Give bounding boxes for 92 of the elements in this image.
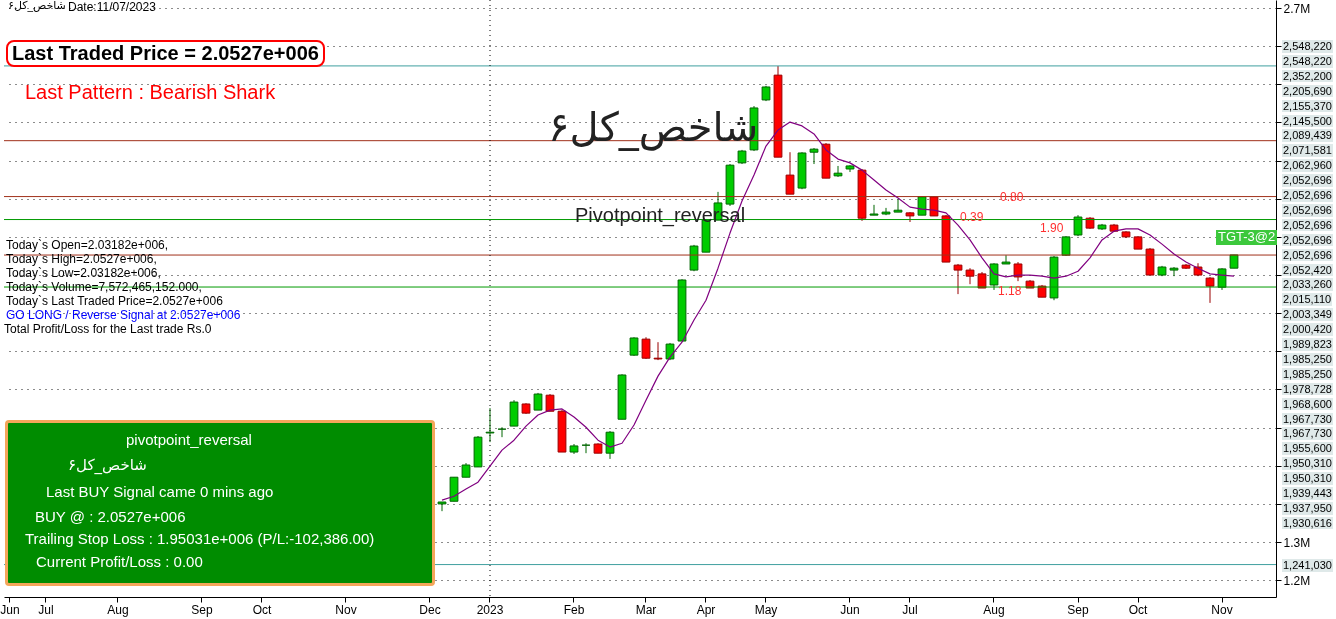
annotation: Last Pattern : Bearish Shark — [25, 81, 276, 104]
x-tick-label: Nov — [1211, 602, 1233, 617]
candlestick — [605, 430, 615, 460]
annotation: 1.90 — [1040, 221, 1064, 236]
annotation: BUY @ : 2.0527e+006 — [35, 508, 186, 526]
annotation: 1.18 — [998, 284, 1022, 299]
text: 1,985,250 — [1282, 352, 1333, 366]
text: 1,930,616 — [1282, 516, 1333, 530]
text: 2,052,696 — [1282, 233, 1333, 247]
chart-title: شاخص_کل۶ — [8, 0, 66, 13]
x-tick-label: Mar — [635, 602, 657, 617]
x-tick-label: Jun — [0, 602, 20, 617]
text: 2,052,696 — [1282, 248, 1333, 262]
text: 1,968,600 — [1282, 397, 1333, 411]
text: 2,003,349 — [1282, 308, 1333, 321]
y-tick-label: 1.3M — [1283, 535, 1311, 550]
candlestick — [485, 407, 495, 443]
candlestick — [437, 501, 447, 512]
x-tick-label: Nov — [335, 602, 357, 617]
annotation: Today`s Volume=7,572,465,152.000, — [6, 280, 202, 295]
text: 2,015,110 — [1282, 293, 1333, 306]
x-tick-label: Sep — [1067, 602, 1089, 617]
x-tick-label: 2023 — [476, 602, 504, 617]
annotation: Today`s Open=2.03182e+006, — [6, 238, 169, 253]
x-tick-label: Jul — [38, 602, 54, 617]
x-tick-label: Dec — [419, 602, 441, 617]
text: 1,955,600 — [1282, 442, 1333, 455]
annotation: Trailing Stop Loss : 1.95031e+006 (P/L:-102,386.00) — [25, 530, 375, 548]
x-tick-label: Jul — [902, 602, 918, 617]
text: 2,062,960 — [1282, 159, 1333, 172]
candlestick — [629, 336, 639, 357]
candlestick — [953, 263, 963, 295]
annotation: Today`s Low=2.03182e+006, — [6, 266, 161, 281]
x-tick-label: Sep — [191, 602, 213, 617]
text: 2,071,581 — [1282, 144, 1333, 157]
annotation: Current Profit/Loss : 0.00 — [36, 553, 203, 571]
candlestick — [641, 336, 651, 360]
text: 2,000,420 — [1282, 323, 1333, 336]
text: 1,939,443 — [1282, 487, 1333, 500]
text: 1,978,728 — [1282, 382, 1333, 396]
text: 2,548,220 — [1282, 54, 1333, 68]
x-tick-label: Oct — [252, 602, 272, 617]
annotation: Last Traded Price = 2.0527e+006 — [6, 40, 325, 67]
text: 1,967,730 — [1282, 427, 1333, 441]
candlestick — [965, 267, 975, 285]
text: 1,950,310 — [1282, 472, 1333, 485]
x-tick-label: May — [754, 602, 778, 617]
candlestick — [1169, 266, 1179, 277]
text: 2,089,439 — [1282, 129, 1333, 143]
annotation: Today`s Last Traded Price=2.0527e+006 — [6, 294, 223, 309]
text: 2,052,696 — [1282, 203, 1333, 217]
text: 1,950,310 — [1282, 457, 1333, 470]
text: 2,052,420 — [1282, 263, 1333, 277]
text: 1,967,730 — [1282, 412, 1333, 426]
text: 2,352,200 — [1282, 69, 1333, 83]
candlestick — [1001, 254, 1011, 265]
text: 2,548,220 — [1282, 40, 1333, 53]
text: 2,052,696 — [1282, 174, 1333, 187]
annotation: Total Profit/Loss for the Last trade Rs.0 — [4, 322, 212, 337]
annotation: شاخص_کل۶ — [68, 456, 147, 475]
text: 1,989,823 — [1282, 338, 1333, 351]
x-tick-label: Feb — [563, 602, 585, 617]
annotation: TGT-3@2 — [1216, 229, 1278, 245]
candlestick — [893, 198, 903, 213]
candlestick — [869, 204, 879, 216]
annotation: GO LONG / Reverse Signal at 2.0527e+006 — [6, 308, 241, 323]
candlestick — [833, 165, 843, 178]
y-tick-label: 1.2M — [1283, 573, 1311, 588]
text: 2,033,260 — [1282, 278, 1333, 292]
annotation: pivotpoint_reversal — [126, 431, 252, 449]
x-tick-label: Aug — [107, 602, 129, 617]
text: 1,937,950 — [1282, 501, 1333, 515]
annotation: Today`s High=2.0527e+006, — [6, 252, 157, 267]
text: 1,985,250 — [1282, 367, 1333, 381]
candlestick — [809, 147, 819, 165]
text: 2,052,696 — [1282, 189, 1333, 202]
text: 2,145,500 — [1282, 114, 1333, 128]
annotation: Last BUY Signal came 0 mins ago — [46, 483, 274, 501]
x-tick-label: Aug — [983, 602, 1005, 617]
text: 1,241,030 — [1282, 559, 1333, 572]
candlestick — [653, 341, 663, 361]
text: 2,205,690 — [1282, 84, 1333, 98]
text: 2,155,370 — [1282, 99, 1333, 113]
chart-subtitle: Date:11/07/2023 — [68, 0, 156, 15]
text: 2,052,696 — [1282, 218, 1333, 232]
x-tick-label: Oct — [1128, 602, 1148, 617]
candlestick — [785, 151, 795, 195]
candlestick — [1205, 276, 1215, 304]
x-tick-label: Jun — [840, 602, 860, 617]
candlestick — [989, 262, 999, 291]
x-tick-label: Apr — [696, 602, 716, 617]
y-tick-label: 2.7M — [1283, 1, 1311, 16]
